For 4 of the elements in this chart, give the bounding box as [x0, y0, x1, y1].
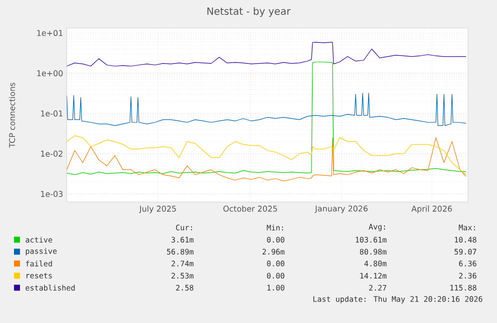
- chart-title: Netstat - by year: [207, 7, 291, 17]
- line-series: [66, 137, 466, 182]
- line-series: [66, 92, 466, 126]
- line-series: [66, 62, 466, 176]
